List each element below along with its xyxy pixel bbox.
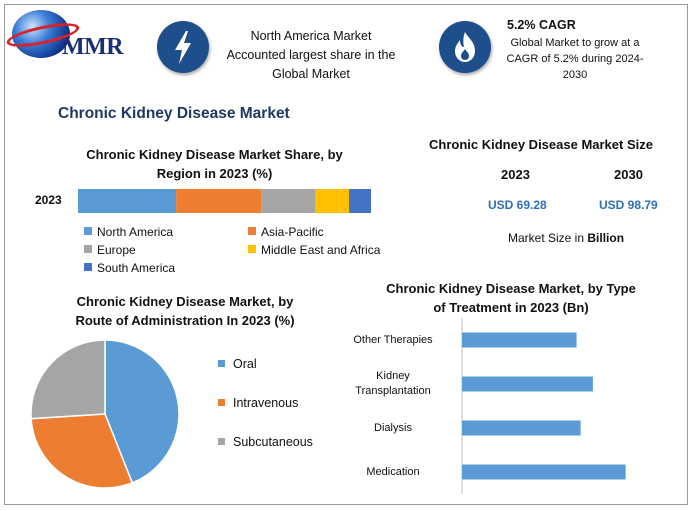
region-chart-title-line-1: Chronic Kidney Disease Market Share, by bbox=[86, 147, 343, 162]
market-size-year-2023: 2023 bbox=[501, 167, 530, 182]
legend-swatch bbox=[84, 245, 92, 253]
legend-label: South America bbox=[97, 261, 176, 275]
route-chart-title-line-1: Chronic Kidney Disease Market, by bbox=[76, 294, 294, 309]
legend-label: Oral bbox=[233, 357, 257, 371]
legend-label: Subcutaneous bbox=[233, 435, 313, 449]
legend-swatch bbox=[218, 360, 225, 367]
legend-swatch bbox=[218, 399, 225, 406]
infographic-frame bbox=[4, 4, 688, 505]
treatment-bar-chart bbox=[461, 318, 626, 494]
treatment-chart-title-line-1: Chronic Kidney Disease Market, by Type bbox=[386, 281, 636, 296]
treatment-bar-dialysis bbox=[462, 420, 581, 436]
cagr-text-line-2: CAGR of 5.2% during 2024- bbox=[506, 53, 644, 65]
region-legend: North America Asia-Pacific Europe Middle… bbox=[84, 225, 414, 281]
flame-icon bbox=[439, 21, 491, 73]
bar-segment-asia-pacific bbox=[176, 189, 262, 213]
treatment-category-label-line: Other Therapies bbox=[353, 333, 433, 346]
region-text-line-2: Accounted largest share in the bbox=[226, 48, 396, 62]
region-text-line-3: Global Market bbox=[272, 67, 350, 81]
treatment-bar-kidney-transplantation bbox=[462, 376, 593, 392]
pie-slice-subcutaneous bbox=[30, 339, 106, 420]
legend-item-middle-east-africa: Middle East and Africa bbox=[248, 243, 380, 257]
region-highlight-text: North America Market Accounted largest s… bbox=[216, 27, 406, 84]
cagr-description: Global Market to grow at a CAGR of 5.2% … bbox=[495, 35, 655, 83]
region-chart-title: Chronic Kidney Disease Market Share, by … bbox=[62, 145, 367, 183]
region-chart-category-label: 2023 bbox=[35, 193, 62, 207]
region-text-line-1: North America Market bbox=[250, 29, 372, 43]
legend-item-south-america: South America bbox=[84, 261, 175, 275]
region-stacked-bar bbox=[78, 189, 371, 213]
legend-swatch bbox=[218, 438, 225, 445]
legend-swatch bbox=[84, 263, 92, 271]
legend-label: North America bbox=[97, 225, 174, 239]
route-pie-chart bbox=[30, 339, 180, 489]
treatment-category-label-line: Dialysis bbox=[374, 421, 412, 434]
bar-segment-middle-east-and-africa bbox=[315, 189, 350, 213]
pie-slice-intravenous bbox=[30, 413, 134, 489]
route-chart-title-line-2: Route of Administration In 2023 (%) bbox=[75, 313, 295, 328]
region-chart-title-line-2: Region in 2023 (%) bbox=[156, 166, 273, 181]
pie-legend-oral: Oral bbox=[218, 357, 257, 371]
market-size-year-2030: 2030 bbox=[614, 167, 643, 182]
route-chart-title: Chronic Kidney Disease Market, by Route … bbox=[40, 292, 330, 330]
page-title: Chronic Kidney Disease Market bbox=[58, 105, 290, 122]
cagr-text-line-1: Global Market to grow at a bbox=[510, 37, 640, 49]
legend-label: Middle East and Africa bbox=[261, 243, 381, 257]
legend-item-asia-pacific: Asia-Pacific bbox=[248, 225, 324, 239]
market-size-note-unit: Billion bbox=[587, 231, 625, 245]
market-size-unit-note: Market Size in Billion bbox=[508, 231, 624, 245]
treatment-category-label: Medication bbox=[338, 465, 448, 480]
treatment-category-label: Kidney Transplantation bbox=[338, 369, 448, 399]
market-size-value-2030: USD 98.79 bbox=[599, 198, 658, 212]
market-size-value-2023: USD 69.28 bbox=[488, 198, 547, 212]
logo-text: MMR bbox=[62, 34, 124, 60]
legend-swatch bbox=[248, 227, 256, 235]
treatment-category-label: Dialysis bbox=[338, 421, 448, 436]
legend-label: Europe bbox=[97, 243, 136, 257]
lightning-icon bbox=[157, 21, 209, 73]
market-size-title: Chronic Kidney Disease Market Size bbox=[429, 137, 653, 152]
treatment-category-label-line: Kidney bbox=[376, 370, 410, 382]
treatment-chart-title: Chronic Kidney Disease Market, by Type o… bbox=[366, 279, 656, 317]
treatment-category-label-line: Transplantation bbox=[355, 385, 431, 397]
market-size-note-prefix: Market Size in bbox=[508, 231, 588, 245]
legend-swatch bbox=[84, 227, 92, 235]
pie-slice-oral bbox=[104, 339, 180, 484]
treatment-bar-other-therapies bbox=[462, 332, 577, 348]
treatment-category-label: Other Therapies bbox=[338, 333, 448, 348]
pie-legend-intravenous: Intravenous bbox=[218, 396, 298, 410]
legend-label: Asia-Pacific bbox=[261, 225, 324, 239]
legend-item-north-america: North America bbox=[84, 225, 173, 239]
legend-item-europe: Europe bbox=[84, 243, 136, 257]
cagr-text-line-3: 2030 bbox=[562, 69, 588, 81]
bar-segment-north-america bbox=[78, 189, 177, 213]
bar-segment-europe bbox=[261, 189, 316, 213]
globe-icon bbox=[12, 10, 70, 58]
cagr-title: 5.2% CAGR bbox=[507, 18, 576, 32]
treatment-chart-title-line-2: of Treatment in 2023 (Bn) bbox=[433, 300, 589, 315]
bar-segment-south-america bbox=[349, 189, 371, 213]
pie-legend-subcutaneous: Subcutaneous bbox=[218, 435, 313, 449]
treatment-category-label-line: Medication bbox=[366, 465, 420, 478]
legend-label: Intravenous bbox=[233, 396, 299, 410]
legend-swatch bbox=[248, 245, 256, 253]
treatment-bar-medication bbox=[462, 464, 626, 480]
